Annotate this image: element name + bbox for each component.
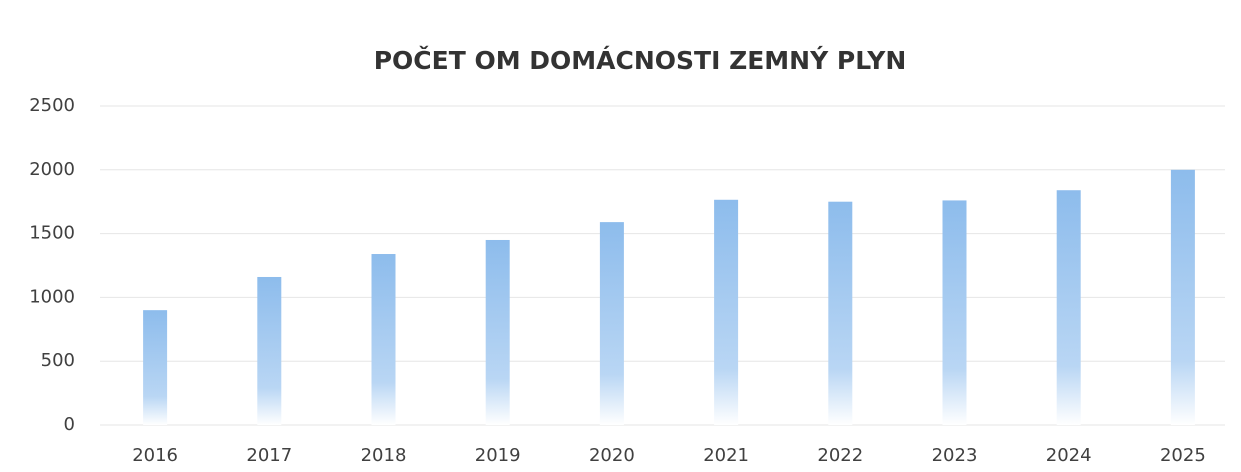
bar — [942, 200, 967, 425]
y-tick-label: 1000 — [29, 286, 75, 307]
bar — [1170, 169, 1195, 425]
bar — [257, 276, 282, 425]
y-tick-label: 0 — [64, 414, 75, 435]
chart-title: POČET OM DOMÁCNOSTI ZEMNÝ PLYN — [374, 45, 907, 75]
x-tick-label: 2018 — [361, 445, 407, 466]
x-tick-label: 2024 — [1046, 445, 1092, 466]
x-tick-label: 2021 — [703, 445, 749, 466]
bar — [1056, 190, 1081, 425]
y-tick-label: 1500 — [29, 223, 75, 244]
bar — [599, 222, 624, 425]
x-tick-label: 2019 — [475, 445, 521, 466]
x-tick-label: 2020 — [589, 445, 635, 466]
bar — [828, 201, 853, 425]
y-tick-label: 2000 — [29, 159, 75, 180]
x-tick-label: 2022 — [817, 445, 863, 466]
y-tick-label: 2500 — [29, 95, 75, 116]
x-tick-label: 2023 — [932, 445, 978, 466]
y-tick-label: 500 — [41, 350, 75, 371]
x-tick-label: 2017 — [246, 445, 292, 466]
bar — [714, 199, 739, 425]
bar — [143, 310, 168, 425]
x-tick-label: 2025 — [1160, 445, 1206, 466]
x-tick-label: 2016 — [132, 445, 178, 466]
bar — [371, 254, 396, 425]
bar — [485, 239, 510, 425]
